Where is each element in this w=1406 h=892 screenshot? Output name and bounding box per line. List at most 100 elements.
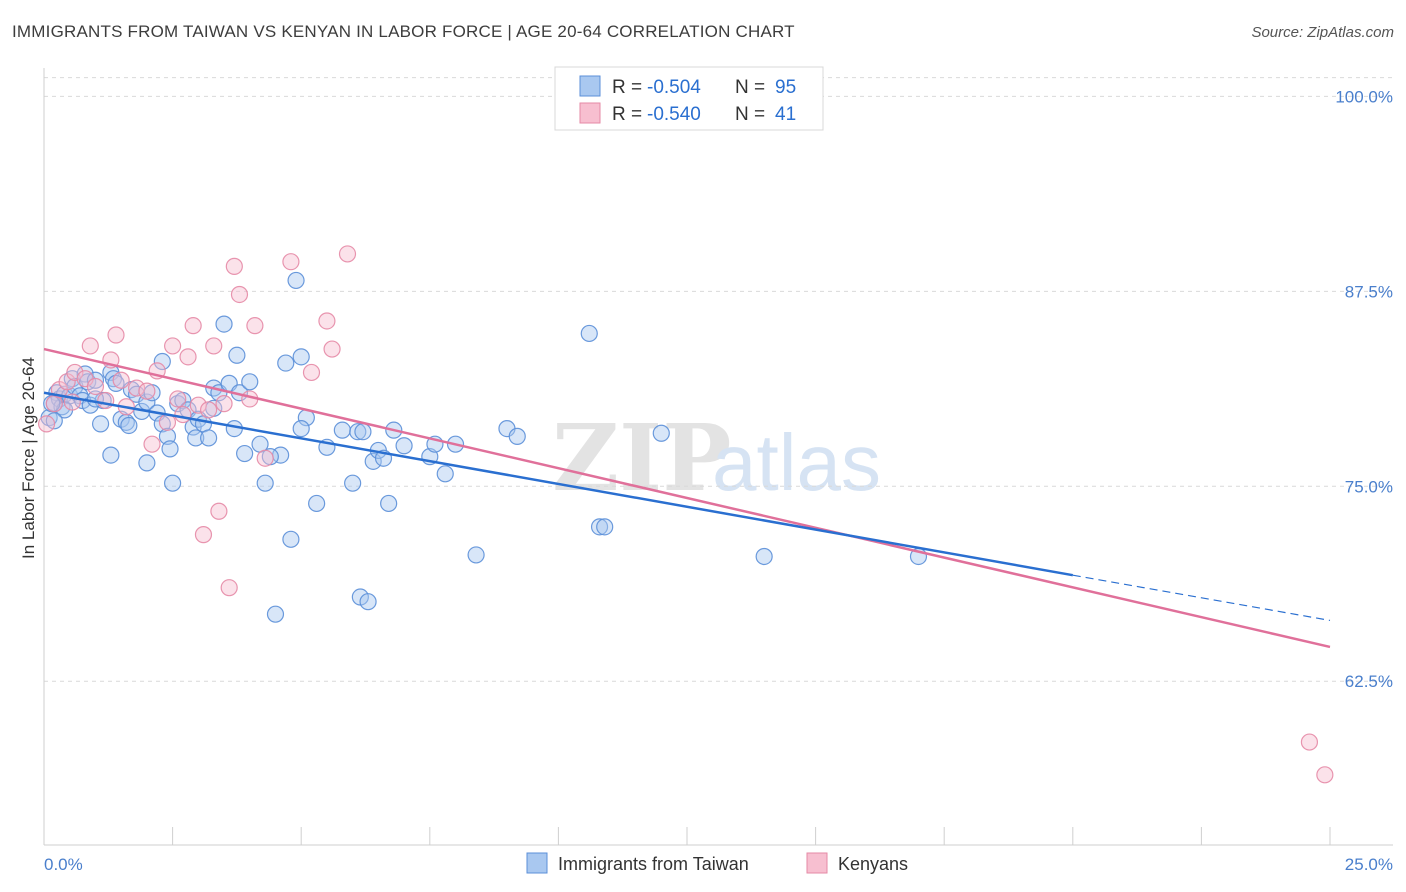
kenyan-point (200, 401, 218, 419)
bottom-legend-label-kenyan: Kenyans (838, 854, 908, 874)
taiwan-point (652, 424, 670, 442)
kenyan-point (282, 253, 300, 271)
taiwan-point (215, 315, 233, 333)
x-tick-label-min: 0.0% (44, 855, 83, 874)
stats-legend: R = -0.504 N = 95 R = -0.540 N = 41 (554, 66, 824, 131)
taiwan-point (349, 423, 367, 441)
legend-n-label-taiwan: N = (735, 77, 765, 98)
kenyan-point (174, 405, 192, 424)
taiwan-point (120, 416, 138, 435)
series-taiwan-points (40, 271, 928, 623)
kenyan-point (164, 337, 182, 355)
kenyan-point (184, 317, 202, 335)
kenyan-point (107, 326, 125, 344)
taiwan-point (287, 271, 305, 290)
legend-swatch-taiwan (579, 75, 601, 97)
taiwan-point (236, 444, 254, 463)
y-tick-label: 62.5% (1345, 672, 1393, 691)
taiwan-point (256, 474, 274, 492)
kenyan-point (225, 257, 243, 275)
kenyan-point (127, 379, 146, 397)
taiwan-point (241, 373, 259, 391)
kenyan-point (1300, 733, 1319, 751)
kenyan-point (81, 337, 99, 355)
taiwan-point (200, 429, 218, 447)
taiwan-point (161, 440, 179, 458)
legend-n-value-kenyan: 41 (775, 104, 796, 125)
series-legend: Immigrants from Taiwan Kenyans (526, 852, 908, 874)
kenyan-point (97, 391, 115, 410)
y-axis-title: In Labor Force | Age 20-64 (19, 357, 38, 559)
kenyan-point (205, 337, 223, 355)
kenyan-point (256, 449, 274, 467)
taiwan-point (164, 474, 182, 492)
y-tick-label: 87.5% (1345, 282, 1393, 301)
kenyan-point (66, 363, 84, 382)
bottom-legend-swatch-taiwan (526, 852, 548, 874)
taiwan-point (153, 352, 171, 371)
watermark-zip: ZIP (552, 404, 731, 512)
kenyan-point (86, 377, 105, 396)
bottom-legend-label-taiwan: Immigrants from Taiwan (558, 854, 749, 874)
taiwan-point (467, 546, 485, 564)
taiwan-point (508, 427, 526, 445)
chart-source: Source: ZipAtlas.com (1251, 24, 1394, 41)
taiwan-point (333, 421, 351, 439)
y-tick-labels: 62.5% 75.0% 87.5% 100.0% (1335, 87, 1393, 691)
kenyan-point (37, 415, 56, 433)
y-tick-label: 100.0% (1335, 87, 1393, 106)
y-tick-label: 75.0% (1345, 477, 1393, 496)
taiwan-point (596, 518, 614, 536)
taiwan-trendline-extension (1072, 574, 1331, 622)
kenyan-point (323, 340, 341, 358)
taiwan-point (354, 423, 372, 441)
taiwan-point (102, 446, 120, 464)
legend-r-value-kenyan: -0.540 (647, 104, 701, 125)
kenyan-point (169, 390, 187, 408)
taiwan-point (755, 547, 773, 566)
legend-r-label-taiwan: R = (612, 77, 642, 98)
taiwan-point (187, 429, 205, 447)
kenyan-point (138, 382, 156, 400)
watermark: ZIP atlas (552, 404, 881, 512)
taiwan-point (344, 474, 362, 492)
kenyan-point (189, 396, 207, 414)
kenyan-point (194, 526, 213, 544)
taiwan-point (228, 346, 246, 364)
taiwan-point (138, 454, 156, 472)
legend-r-label-kenyan: R = (612, 104, 642, 125)
taiwan-point (359, 593, 377, 611)
kenyan-trendline (43, 347, 1331, 649)
kenyan-point (220, 579, 238, 597)
trendlines (43, 347, 1331, 649)
taiwan-point (169, 395, 187, 413)
kenyan-point (179, 348, 197, 366)
bottom-legend-swatch-kenyan (806, 852, 828, 874)
taiwan-point (107, 374, 125, 392)
kenyan-point (302, 363, 321, 382)
kenyan-point (230, 285, 249, 304)
taiwan-point (266, 605, 285, 623)
kenyan-point (112, 371, 130, 389)
taiwan-point (590, 518, 609, 536)
taiwan-point (277, 354, 295, 372)
x-tick-label-max: 25.0% (1345, 855, 1393, 874)
kenyan-point (215, 395, 233, 413)
taiwan-point (91, 415, 110, 433)
watermark-atlas: atlas (712, 418, 881, 507)
legend-n-value-taiwan: 95 (775, 77, 796, 98)
taiwan-point (380, 494, 398, 513)
taiwan-point (292, 348, 310, 366)
chart-title: IMMIGRANTS FROM TAIWAN VS KENYAN IN LABO… (12, 22, 795, 41)
taiwan-point (282, 530, 300, 548)
kenyan-point (246, 317, 264, 335)
kenyan-point (210, 502, 228, 520)
kenyan-point (1316, 766, 1334, 784)
legend-n-label-kenyan: N = (735, 104, 765, 125)
kenyan-point (338, 245, 357, 263)
taiwan-trendline (43, 391, 1074, 577)
taiwan-point (436, 465, 454, 483)
kenyan-point (318, 312, 336, 330)
axes (43, 68, 1393, 846)
